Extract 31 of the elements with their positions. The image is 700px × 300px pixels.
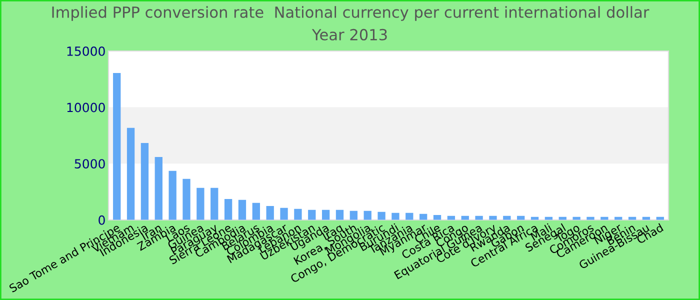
bar [196, 188, 204, 220]
bar [378, 212, 386, 220]
bar [252, 202, 260, 220]
bar [126, 128, 135, 220]
bar [224, 198, 232, 220]
chart-subtitle: Year 2013 [312, 28, 387, 40]
bar [238, 200, 246, 220]
bar [308, 210, 316, 220]
bar [294, 208, 302, 220]
y-tick-label: 5000 [74, 159, 105, 169]
bar [154, 156, 162, 220]
bar [140, 142, 149, 220]
bar [210, 188, 218, 220]
bar [392, 212, 400, 220]
y-tick-label: 15000 [67, 46, 105, 56]
y-tick-label: 10000 [67, 102, 105, 112]
y-tick-label: 0 [98, 215, 105, 225]
bar [336, 210, 344, 220]
bar [280, 208, 288, 220]
bar [266, 206, 274, 220]
bar [364, 210, 372, 220]
bar [489, 216, 497, 220]
bar [350, 210, 358, 220]
bar [168, 170, 176, 220]
bar [475, 216, 483, 220]
bar [406, 212, 414, 220]
chart-title: Implied PPP conversion rate National currency per current international dollar [52, 6, 650, 21]
bar [419, 214, 428, 220]
bar [182, 178, 190, 220]
bar [113, 72, 121, 220]
bar [322, 210, 330, 220]
